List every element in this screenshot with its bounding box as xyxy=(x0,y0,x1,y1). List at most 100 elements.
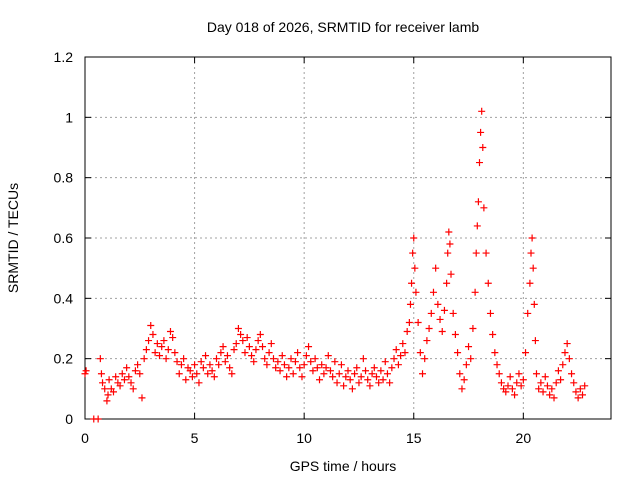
data-point xyxy=(109,388,117,396)
data-point xyxy=(322,364,330,372)
data-point xyxy=(508,385,516,393)
data-point xyxy=(340,382,348,390)
y-tick-labels: 0 0.2 0.4 0.6 0.8 1 1.2 xyxy=(54,49,74,427)
data-point xyxy=(118,370,126,378)
x-tick-label: 20 xyxy=(516,430,532,446)
data-point xyxy=(372,373,380,381)
data-point xyxy=(217,349,225,357)
data-point xyxy=(429,288,437,296)
data-point xyxy=(366,382,374,390)
data-point xyxy=(104,391,112,399)
x-tick-label: 15 xyxy=(406,430,422,446)
data-point xyxy=(138,394,146,402)
data-point xyxy=(145,337,153,345)
data-point xyxy=(570,379,578,387)
data-point xyxy=(493,361,501,369)
data-point xyxy=(489,331,497,339)
data-point xyxy=(375,379,383,387)
data-point xyxy=(177,361,185,369)
data-point xyxy=(519,376,527,384)
data-point xyxy=(320,370,328,378)
data-point xyxy=(399,340,407,348)
data-point xyxy=(377,367,385,375)
data-point xyxy=(388,364,396,372)
data-point xyxy=(530,300,538,308)
data-point xyxy=(486,309,494,317)
data-point xyxy=(204,370,212,378)
data-point xyxy=(175,370,183,378)
data-point xyxy=(269,355,277,363)
data-point xyxy=(394,361,402,369)
data-point xyxy=(342,373,350,381)
data-point xyxy=(105,376,113,384)
data-point xyxy=(362,367,370,375)
data-point xyxy=(191,361,199,369)
data-point xyxy=(482,249,490,257)
data-point xyxy=(528,234,536,242)
data-point xyxy=(541,373,549,381)
data-point xyxy=(552,379,560,387)
data-point xyxy=(531,337,539,345)
data-point xyxy=(221,358,229,366)
data-point xyxy=(467,355,475,363)
data-point xyxy=(125,373,133,381)
data-point xyxy=(280,361,288,369)
data-point xyxy=(529,264,537,272)
data-point xyxy=(537,379,545,387)
data-point xyxy=(164,346,172,354)
data-point xyxy=(565,355,573,363)
data-point xyxy=(160,337,168,345)
data-point xyxy=(193,370,201,378)
data-point xyxy=(195,379,203,387)
data-point xyxy=(355,379,363,387)
data-point xyxy=(445,228,453,236)
data-point xyxy=(379,376,387,384)
data-point xyxy=(274,358,282,366)
data-point xyxy=(127,379,135,387)
y-tick-label: 0.2 xyxy=(54,351,74,367)
data-point xyxy=(243,334,251,342)
data-point xyxy=(406,300,414,308)
data-point xyxy=(256,331,264,339)
data-point xyxy=(473,222,481,230)
data-point xyxy=(307,358,315,366)
data-point xyxy=(252,346,260,354)
data-point xyxy=(103,397,111,405)
data-point xyxy=(449,309,457,317)
data-point xyxy=(116,382,124,390)
data-point xyxy=(353,364,361,372)
data-point xyxy=(409,249,417,257)
data-point xyxy=(346,376,354,384)
data-point xyxy=(287,355,295,363)
data-point xyxy=(408,279,416,287)
data-point xyxy=(368,370,376,378)
data-point xyxy=(298,373,306,381)
data-point xyxy=(309,367,317,375)
data-point xyxy=(81,370,89,378)
data-point xyxy=(480,204,488,212)
data-point xyxy=(136,370,144,378)
data-point xyxy=(188,373,196,381)
data-point xyxy=(94,415,102,423)
data-point xyxy=(173,358,181,366)
data-point xyxy=(444,249,452,257)
data-point xyxy=(517,382,525,390)
data-point xyxy=(557,376,565,384)
data-point xyxy=(142,346,150,354)
data-point xyxy=(291,358,299,366)
y-axis-label: SRMTID / TECUs xyxy=(5,183,21,293)
data-point xyxy=(581,382,589,390)
data-point xyxy=(250,358,258,366)
y-tick-label: 0.4 xyxy=(54,290,74,306)
data-point xyxy=(572,388,580,396)
data-point xyxy=(333,379,341,387)
data-point xyxy=(337,361,345,369)
data-point xyxy=(403,328,411,336)
data-point xyxy=(465,343,473,351)
data-point xyxy=(478,107,486,115)
y-tick-label: 0.6 xyxy=(54,230,74,246)
data-point xyxy=(511,391,519,399)
data-point xyxy=(311,355,319,363)
data-point xyxy=(156,352,164,360)
data-point xyxy=(386,379,394,387)
